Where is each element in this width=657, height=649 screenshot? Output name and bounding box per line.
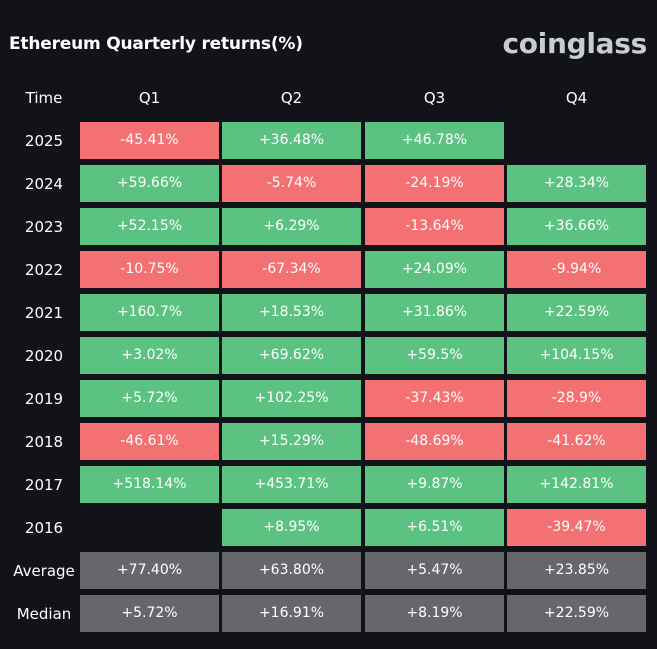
- return-cell: +22.59%: [507, 294, 646, 331]
- header-q1: Q1: [138, 89, 161, 107]
- return-cell: -39.47%: [507, 509, 646, 546]
- return-cell: -9.94%: [507, 251, 646, 288]
- return-cell: +8.95%: [222, 509, 361, 546]
- table-row: 2022 -10.75% -67.34% +24.09% -9.94%: [0, 250, 657, 290]
- return-cell: +46.78%: [365, 122, 504, 159]
- return-cell: +36.66%: [507, 208, 646, 245]
- return-cell: -45.41%: [80, 122, 219, 159]
- row-label: 2024: [24, 175, 64, 193]
- brand-logo: coinglass: [502, 27, 647, 60]
- return-cell: +31.86%: [365, 294, 504, 331]
- return-cell: +518.14%: [80, 466, 219, 503]
- row-label: 2025: [24, 132, 64, 150]
- return-cell: -10.75%: [80, 251, 219, 288]
- header-q3: Q3: [423, 89, 446, 107]
- return-cell: +18.53%: [222, 294, 361, 331]
- table-row: 2024 +59.66% -5.74% -24.19% +28.34%: [0, 164, 657, 204]
- header-row: Time Q1 Q2 Q3 Q4: [0, 78, 657, 118]
- row-label: 2016: [24, 519, 64, 537]
- row-label: 2020: [24, 347, 64, 365]
- row-label: 2017: [24, 476, 64, 494]
- header-q4: Q4: [565, 89, 588, 107]
- return-cell: +5.47%: [365, 552, 504, 589]
- return-cell: -13.64%: [365, 208, 504, 245]
- return-cell: -28.9%: [507, 380, 646, 417]
- return-cell: +63.80%: [222, 552, 361, 589]
- return-cell: +9.87%: [365, 466, 504, 503]
- table-row: 2025 -45.41% +36.48% +46.78%: [0, 121, 657, 161]
- return-cell: +5.72%: [80, 380, 219, 417]
- table-row: 2020 +3.02% +69.62% +59.5% +104.15%: [0, 336, 657, 376]
- return-cell: +24.09%: [365, 251, 504, 288]
- return-cell: +15.29%: [222, 423, 361, 460]
- table-row: 2023 +52.15% +6.29% -13.64% +36.66%: [0, 207, 657, 247]
- return-cell: +6.29%: [222, 208, 361, 245]
- return-cell: +6.51%: [365, 509, 504, 546]
- row-label: 2019: [24, 390, 64, 408]
- return-cell: -48.69%: [365, 423, 504, 460]
- return-cell: +3.02%: [80, 337, 219, 374]
- table-row: Median +5.72% +16.91% +8.19% +22.59%: [0, 594, 657, 634]
- header-time: Time: [25, 89, 63, 107]
- return-cell: +52.15%: [80, 208, 219, 245]
- return-cell: +69.62%: [222, 337, 361, 374]
- return-cell: +160.7%: [80, 294, 219, 331]
- return-cell: +36.48%: [222, 122, 361, 159]
- return-cell: +59.66%: [80, 165, 219, 202]
- return-cell: -41.62%: [507, 423, 646, 460]
- return-cell: -67.34%: [222, 251, 361, 288]
- row-label: 2021: [24, 304, 64, 322]
- return-cell: +8.19%: [365, 595, 504, 632]
- row-label: 2018: [24, 433, 64, 451]
- row-label: 2023: [24, 218, 64, 236]
- table-row: 2019 +5.72% +102.25% -37.43% -28.9%: [0, 379, 657, 419]
- table-row: Average +77.40% +63.80% +5.47% +23.85%: [0, 551, 657, 591]
- return-cell: +23.85%: [507, 552, 646, 589]
- row-label: Average: [13, 562, 75, 580]
- table-row: 2021 +160.7% +18.53% +31.86% +22.59%: [0, 293, 657, 333]
- return-cell: +77.40%: [80, 552, 219, 589]
- row-label: Median: [16, 605, 72, 623]
- return-cell: +453.71%: [222, 466, 361, 503]
- return-cell: -37.43%: [365, 380, 504, 417]
- return-cell: +102.25%: [222, 380, 361, 417]
- chart-title: Ethereum Quarterly returns(%): [9, 34, 303, 54]
- table-row: 2017 +518.14% +453.71% +9.87% +142.81%: [0, 465, 657, 505]
- return-cell: -5.74%: [222, 165, 361, 202]
- return-cell: +142.81%: [507, 466, 646, 503]
- return-cell: -46.61%: [80, 423, 219, 460]
- return-cell: +59.5%: [365, 337, 504, 374]
- header-q2: Q2: [280, 89, 303, 107]
- return-cell: +16.91%: [222, 595, 361, 632]
- row-label: 2022: [24, 261, 64, 279]
- return-cell: -24.19%: [365, 165, 504, 202]
- return-cell: +104.15%: [507, 337, 646, 374]
- return-cell: +28.34%: [507, 165, 646, 202]
- table-row: 2016 +8.95% +6.51% -39.47%: [0, 508, 657, 548]
- return-cell: +22.59%: [507, 595, 646, 632]
- return-cell: +5.72%: [80, 595, 219, 632]
- table-row: 2018 -46.61% +15.29% -48.69% -41.62%: [0, 422, 657, 462]
